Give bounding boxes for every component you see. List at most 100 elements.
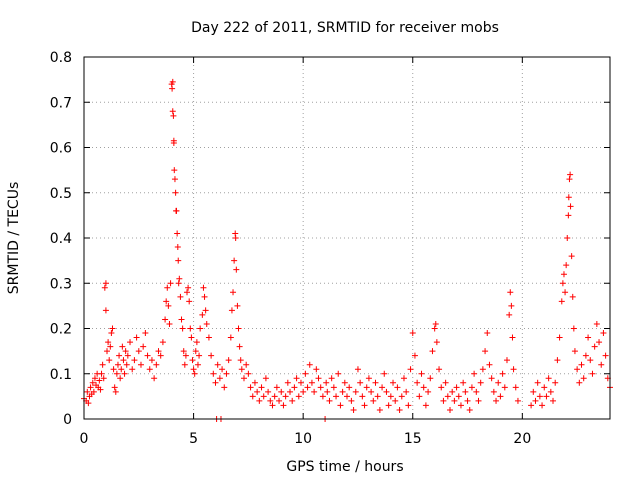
data-point xyxy=(230,289,237,296)
data-point xyxy=(508,302,515,309)
data-point xyxy=(528,402,535,409)
y-tick-label: 0.8 xyxy=(50,50,72,66)
axis-ticks: 0 5 10 15 20 0 0.1 0.2 0.3 0.4 0.5 0.6 0.7 0.8 xyxy=(50,50,610,447)
data-point xyxy=(585,334,592,341)
x-tick-label: 15 xyxy=(404,431,422,447)
data-point xyxy=(184,289,191,296)
data-point xyxy=(416,393,423,400)
data-point xyxy=(249,393,256,400)
data-point xyxy=(240,375,247,382)
data-point xyxy=(300,388,307,395)
data-point xyxy=(203,320,210,327)
data-point xyxy=(578,361,585,368)
data-point xyxy=(427,375,434,382)
data-point xyxy=(278,388,285,395)
data-point xyxy=(591,343,598,350)
data-point xyxy=(234,302,241,309)
grid-lines xyxy=(84,57,610,419)
data-point xyxy=(260,393,267,400)
data-point xyxy=(202,307,209,314)
data-point xyxy=(106,357,113,364)
data-point xyxy=(293,375,300,382)
data-point xyxy=(107,343,114,350)
data-point xyxy=(536,393,543,400)
data-point xyxy=(181,361,188,368)
data-point xyxy=(304,384,311,391)
data-point xyxy=(503,357,510,364)
data-point xyxy=(348,397,355,404)
data-point xyxy=(237,357,244,364)
data-point xyxy=(173,207,180,214)
data-point xyxy=(196,352,203,359)
data-point xyxy=(100,375,107,382)
data-point xyxy=(346,384,353,391)
data-point xyxy=(121,370,128,377)
data-point xyxy=(163,298,170,305)
data-point xyxy=(117,375,124,382)
data-point xyxy=(170,139,177,146)
data-point xyxy=(560,271,567,278)
data-point xyxy=(514,397,521,404)
data-point xyxy=(482,348,489,355)
data-point xyxy=(122,348,129,355)
data-point xyxy=(509,334,516,341)
data-point xyxy=(177,293,184,300)
data-point xyxy=(473,388,480,395)
data-point xyxy=(379,384,386,391)
y-tick-label: 0.3 xyxy=(50,276,72,292)
data-point xyxy=(554,357,561,364)
data-point xyxy=(565,212,572,219)
data-point xyxy=(85,400,92,407)
data-points xyxy=(81,78,613,422)
data-point xyxy=(507,289,514,296)
x-tick-label: 0 xyxy=(80,431,89,447)
data-point xyxy=(256,397,263,404)
data-point xyxy=(539,402,546,409)
data-point xyxy=(98,370,105,377)
y-tick-label: 0.2 xyxy=(50,322,72,338)
data-point xyxy=(569,293,576,300)
data-point xyxy=(302,370,309,377)
data-point xyxy=(486,361,493,368)
data-point xyxy=(457,402,464,409)
data-point xyxy=(335,370,342,377)
x-axis-label: GPS time / hours xyxy=(286,459,403,475)
data-point xyxy=(189,357,196,364)
data-point xyxy=(212,379,219,386)
data-point xyxy=(431,325,438,332)
data-point xyxy=(313,366,320,373)
data-point xyxy=(127,339,134,346)
data-point xyxy=(193,339,200,346)
data-point xyxy=(344,393,350,400)
data-point xyxy=(387,393,394,400)
data-point xyxy=(411,352,418,359)
data-point xyxy=(214,361,221,368)
data-point xyxy=(574,366,581,373)
data-point xyxy=(280,402,287,409)
data-point xyxy=(414,379,421,386)
data-point xyxy=(276,397,283,404)
data-point xyxy=(235,325,242,332)
data-point xyxy=(433,339,440,346)
data-point xyxy=(116,352,123,359)
data-point xyxy=(102,280,109,287)
data-point xyxy=(558,298,565,305)
data-point xyxy=(556,334,563,341)
data-point xyxy=(131,357,138,364)
data-point xyxy=(231,257,238,264)
data-point xyxy=(114,361,121,368)
data-point xyxy=(559,280,566,287)
data-point xyxy=(493,397,500,404)
data-point xyxy=(323,379,330,386)
data-point xyxy=(267,397,274,404)
data-point xyxy=(567,171,574,178)
data-point xyxy=(444,393,451,400)
data-point xyxy=(159,339,166,346)
data-point xyxy=(383,388,390,395)
data-point xyxy=(429,348,436,355)
data-point xyxy=(99,361,106,368)
data-point xyxy=(175,257,182,264)
data-point xyxy=(185,284,192,291)
data-point xyxy=(186,298,193,305)
